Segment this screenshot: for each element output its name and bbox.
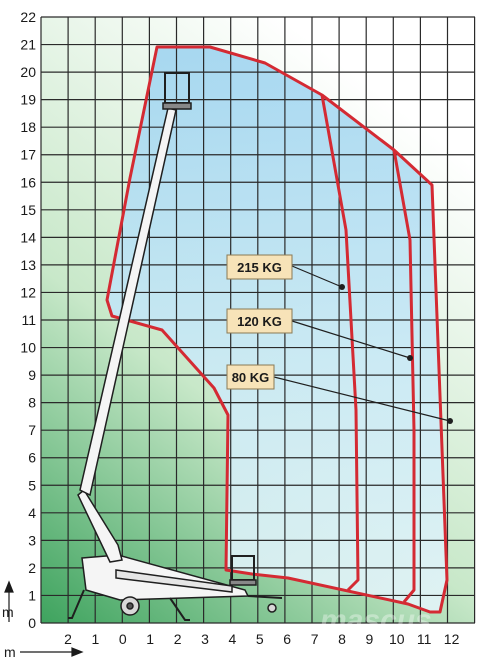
y-axis-arrowhead (4, 580, 14, 593)
y-tick-label: 16 (20, 174, 36, 190)
axis-arrows (4, 580, 84, 657)
x-tick-label: 8 (338, 631, 346, 647)
y-axis-unit: m (2, 604, 14, 620)
transport-boom (115, 569, 233, 593)
load-label-80kg: 80 KG (232, 370, 270, 385)
y-tick-label: 10 (20, 340, 36, 356)
jockey-wheel (267, 603, 277, 613)
y-tick-label: 11 (21, 312, 36, 328)
x-tick-label: 11 (417, 631, 432, 647)
x-tick-label: 2 (64, 631, 72, 647)
lift-boom (68, 72, 283, 621)
leader-dot-80kg (447, 418, 453, 424)
x-tick-label: 6 (283, 631, 291, 647)
y-tick-label: 0 (28, 615, 36, 631)
x-axis-unit: m (4, 644, 16, 660)
x-axis-ticks: 2 1 0 1 2 3 4 5 6 7 8 9 10 11 12 (64, 631, 459, 647)
load-box-215kg (226, 254, 293, 280)
y-tick-label: 18 (20, 119, 36, 135)
load-box-80kg (226, 364, 275, 390)
x-tick-label: 4 (229, 631, 237, 647)
y-tick-label: 19 (20, 92, 36, 108)
leader-120kg (291, 320, 411, 359)
x-tick-label: 10 (389, 631, 405, 647)
x-tick-label: 9 (366, 631, 374, 647)
x-tick-label: 0 (119, 631, 127, 647)
envelope-outline-120kg (392, 149, 416, 603)
lower-arm (77, 488, 123, 563)
leader-dot-120kg (407, 355, 413, 361)
y-tick-label: 4 (28, 505, 36, 521)
basket-low-floor (229, 579, 257, 586)
leader-215kg (291, 265, 343, 288)
leader-dot-215kg (339, 284, 345, 290)
y-tick-label: 6 (28, 450, 36, 466)
load-box-120kg (226, 308, 293, 334)
x-tick-label: 12 (444, 631, 460, 647)
x-axis-arrowhead (71, 647, 84, 657)
x-tick-label: 3 (201, 631, 209, 647)
y-tick-label: 13 (20, 257, 36, 273)
leader-80kg (273, 376, 451, 422)
x-tick-label: 2 (174, 631, 182, 647)
watermark-mascus: mascus (320, 604, 432, 637)
y-tick-label: 12 (20, 284, 36, 300)
outrigger-left (68, 589, 85, 619)
load-callouts: 215 KG 120 KG 80 KG (226, 254, 453, 424)
y-tick-label: 14 (20, 229, 36, 245)
x-tick-label: 1 (146, 631, 154, 647)
y-tick-label: 20 (20, 64, 36, 80)
y-tick-label: 2 (28, 560, 36, 576)
outrigger-right (169, 597, 190, 621)
x-tick-label: 1 (92, 631, 100, 647)
telescopic-boom (79, 107, 177, 497)
basket-top-floor (162, 102, 192, 110)
drawbar (247, 595, 283, 599)
y-tick-label: 1 (28, 587, 36, 603)
x-tick-label: 7 (311, 631, 319, 647)
x-tick-label: 5 (256, 631, 264, 647)
envelope-outline-215kg (320, 94, 360, 592)
wheel-hub (126, 602, 134, 610)
y-tick-label: 5 (28, 477, 36, 493)
y-tick-label: 8 (28, 395, 36, 411)
y-tick-label: 21 (20, 37, 36, 53)
y-tick-label: 22 (20, 9, 36, 25)
load-label-120kg: 120 KG (237, 314, 282, 329)
y-tick-label: 3 (28, 532, 36, 548)
y-tick-label: 9 (28, 367, 36, 383)
y-tick-label: 15 (20, 202, 36, 218)
y-tick-label: 7 (28, 422, 36, 438)
y-tick-label: 17 (20, 147, 36, 163)
load-label-215kg: 215 KG (237, 260, 282, 275)
